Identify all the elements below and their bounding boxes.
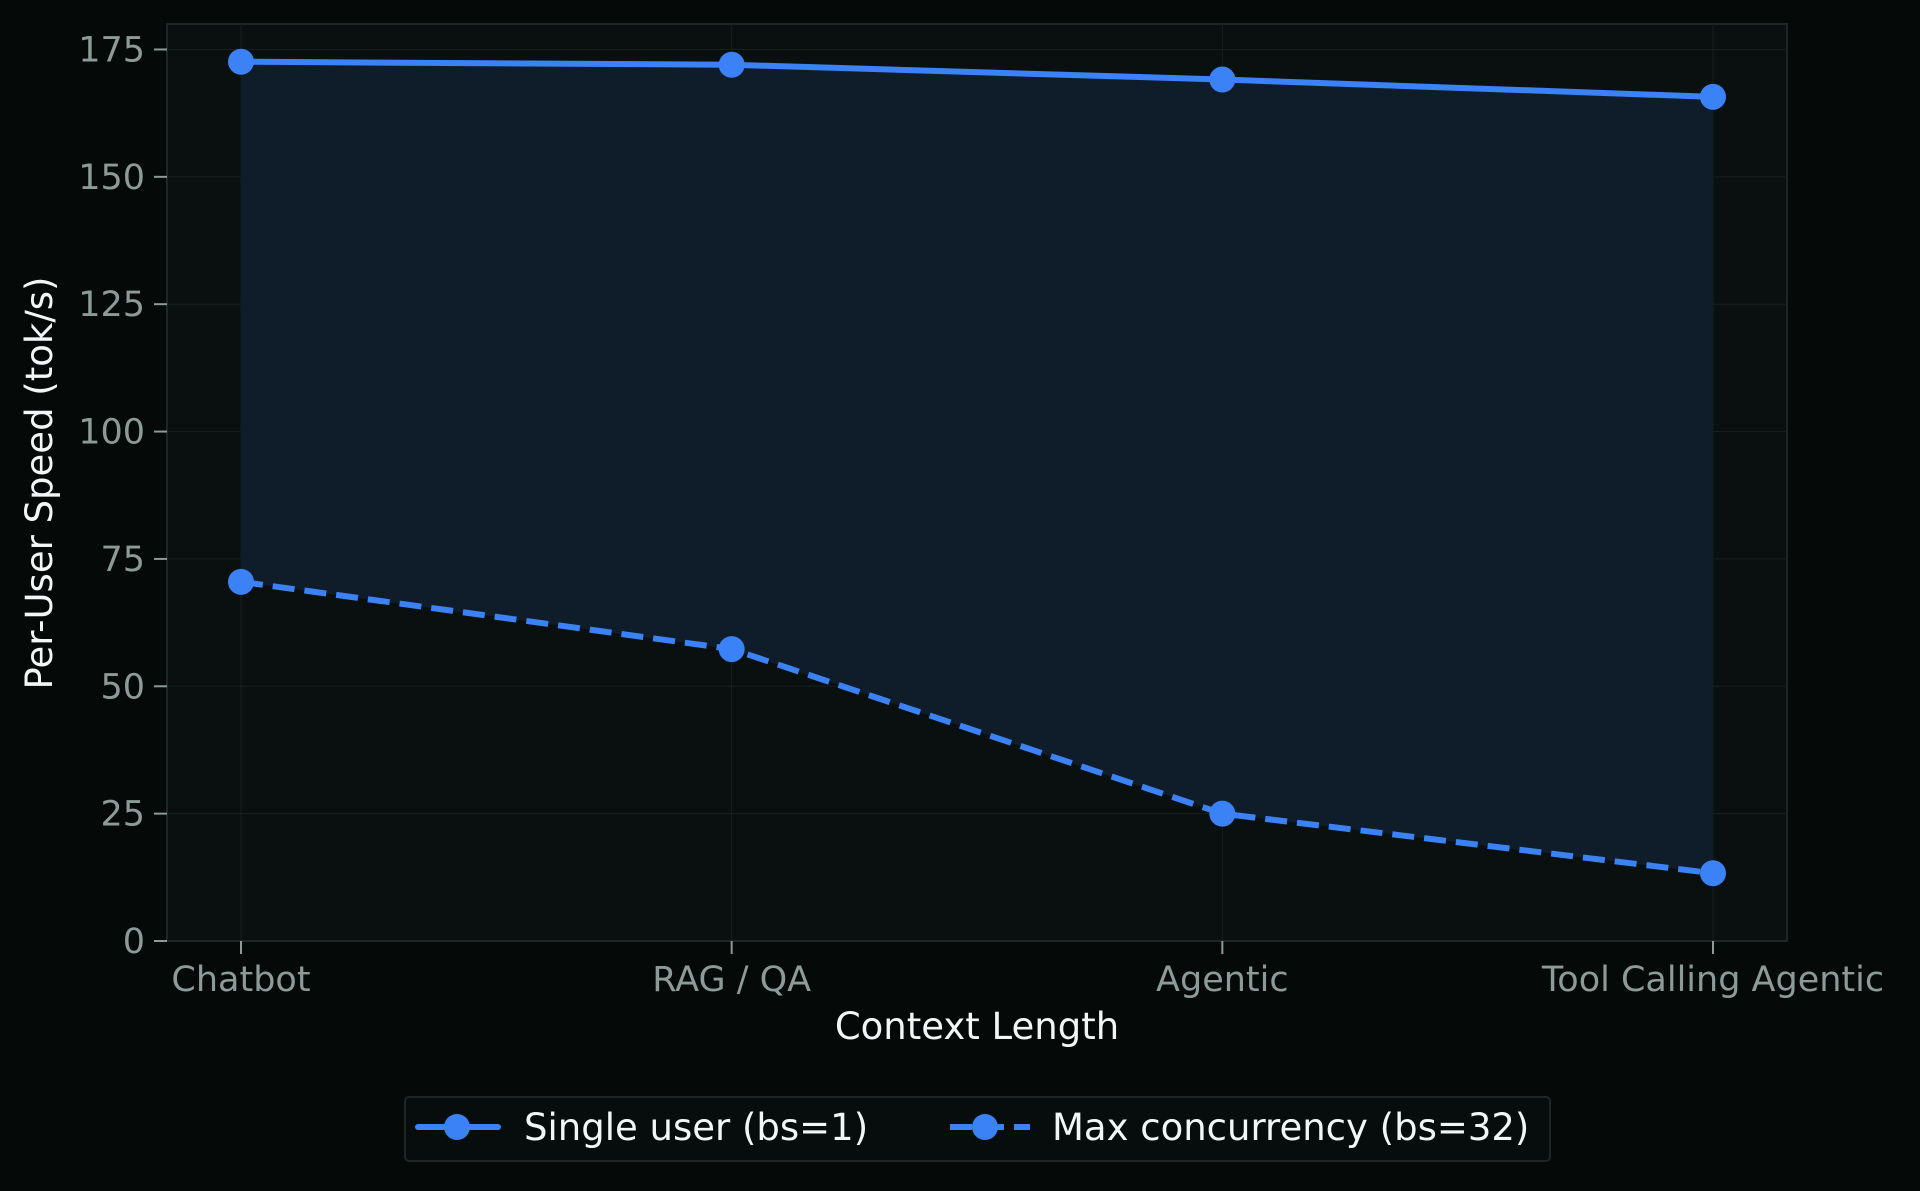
y-tick-label: 125: [78, 285, 145, 325]
y-tick-label: 25: [100, 795, 145, 835]
axes: 0 25 50 75 100 125 150 175 Chatbot RAG / QA Agenti…: [78, 30, 1884, 1000]
y-axis-label: Per-User Speed (tok/s): [18, 277, 61, 690]
y-tick-label: 150: [78, 158, 145, 198]
legend-label-single-user: Single user (bs=1): [524, 1106, 868, 1149]
series-line-max-concurrency: [240, 578, 1714, 877]
x-tick-label: Agentic: [1156, 960, 1289, 1000]
data-point-max-concurrency: [1700, 860, 1726, 887]
data-point-max-concurrency: [228, 568, 254, 595]
series-layer: [228, 48, 1726, 887]
legend-marker-max-concurrency: [972, 1114, 998, 1140]
data-point-single-user: [718, 51, 745, 78]
data-point-single-user: [1700, 83, 1726, 110]
y-tick-label: 50: [100, 667, 145, 707]
x-tick-label: Chatbot: [171, 960, 310, 1000]
fill-between-area: [241, 61, 1713, 874]
x-axis-label: Context Length: [835, 1005, 1119, 1048]
series-line-single-user: [238, 58, 1716, 100]
x-tick-label: Tool Calling Agentic: [1541, 960, 1884, 1000]
data-point-max-concurrency: [718, 636, 745, 663]
legend-label-max-concurrency: Max concurrency (bs=32): [1052, 1106, 1529, 1149]
data-point-max-concurrency: [1209, 800, 1236, 827]
data-point-single-user: [228, 48, 254, 75]
legend-entry-max-concurrency: Max concurrency (bs=32): [950, 1106, 1529, 1149]
y-tick-label: 100: [78, 413, 145, 453]
x-tick-label: RAG / QA: [652, 960, 811, 1000]
y-tick-label: 75: [100, 540, 145, 580]
data-point-single-user: [1209, 66, 1236, 93]
legend-marker-single-user: [444, 1114, 470, 1140]
y-tick-label: 0: [123, 922, 145, 962]
y-tick-label: 175: [78, 30, 145, 70]
legend: Single user (bs=1) Max concurrency (bs=3…: [404, 1096, 1551, 1162]
legend-entry-single-user: Single user (bs=1): [415, 1106, 868, 1149]
